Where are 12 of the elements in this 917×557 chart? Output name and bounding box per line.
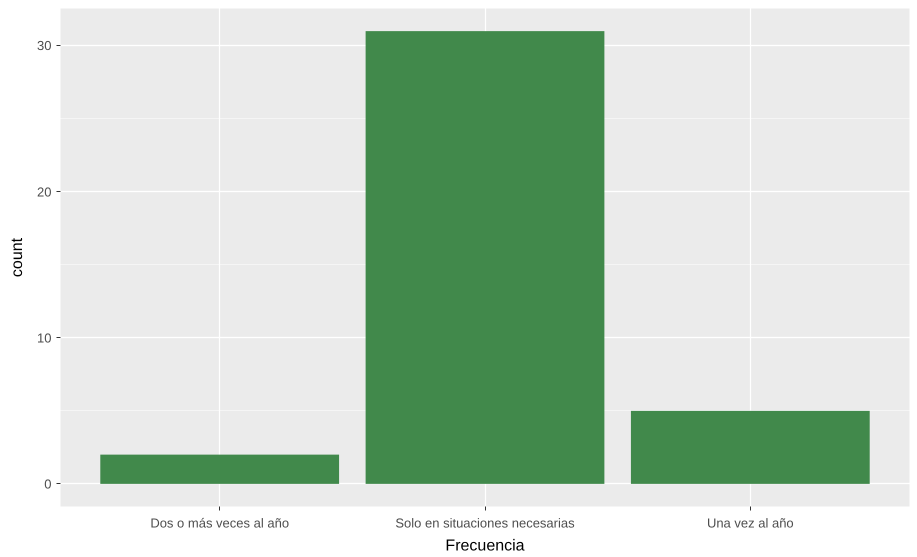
y-tick-label: 20 [37,184,52,200]
x-tick-label: Dos o más veces al año [150,516,290,530]
x-tick-label: Una vez al año [706,516,794,530]
y-tick-label: 0 [44,476,52,492]
bar [100,454,340,484]
x-axis-title: Frecuencia [445,538,525,554]
y-tick-label: 10 [37,330,52,346]
bar [366,31,604,484]
y-axis-title: count [9,237,26,278]
x-tick-label: Solo en situaciones necesarias [395,516,576,530]
bar [630,410,870,484]
y-tick-label: 30 [37,38,52,54]
